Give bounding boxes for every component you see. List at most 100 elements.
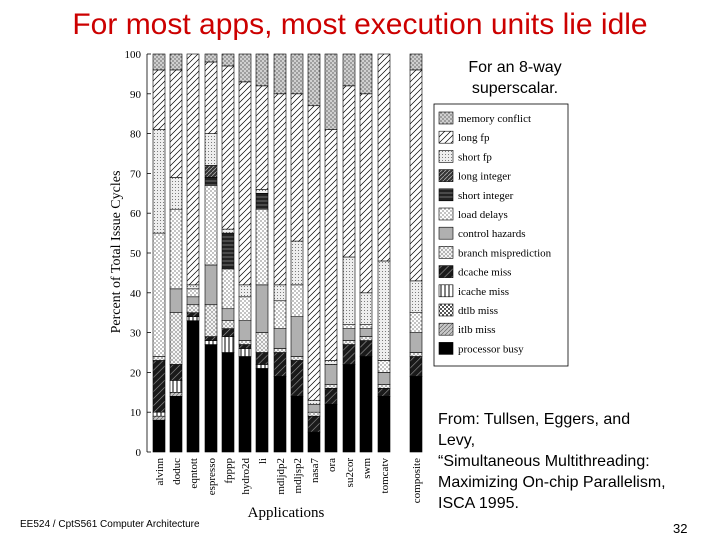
legend-label: long fp <box>458 132 490 144</box>
legend-item-dtlb-miss: dtlb miss <box>438 303 498 317</box>
segment-memory-conflict <box>359 53 373 95</box>
segment-dcache-miss <box>169 364 183 381</box>
segment-control-hazards <box>409 332 423 353</box>
segment-dcache-miss <box>238 344 252 349</box>
segment-long-fp <box>307 105 321 401</box>
segment-icache-miss <box>152 411 166 417</box>
x-tick-label: nasa7 <box>309 458 321 484</box>
segment-icache-miss <box>255 364 269 369</box>
segment-short-fp <box>273 284 287 302</box>
citation-line: Maximizing On-chip Parallelism, <box>438 474 666 491</box>
segment-load-delays <box>359 324 373 329</box>
segment-load-delays <box>273 300 287 329</box>
segment-branch-misprediction <box>307 411 321 417</box>
segment-short-fp <box>377 260 391 361</box>
segment-dcache-miss <box>324 388 338 405</box>
note-line: For an 8-way <box>468 59 562 76</box>
segment-memory-conflict <box>342 53 356 87</box>
segment-processor-busy <box>377 395 391 453</box>
segment-short-fp <box>169 177 183 210</box>
segment-load-delays <box>186 288 200 298</box>
segment-memory-conflict <box>221 53 235 67</box>
legend-item-control-hazards: control hazards <box>438 226 526 240</box>
segment-processor-busy <box>359 356 373 453</box>
segment-long-fp <box>359 93 373 294</box>
segment-memory-conflict <box>169 53 183 71</box>
segment-control-hazards <box>377 372 391 385</box>
y-tick-label: 60 <box>130 208 142 220</box>
segment-memory-conflict <box>152 53 166 71</box>
bar-doduc <box>169 53 183 453</box>
x-tick-label: fpppp <box>223 458 235 484</box>
y-tick-label: 50 <box>130 248 142 260</box>
segment-itlb-miss <box>169 391 183 397</box>
legend-label: dcache miss <box>458 267 511 279</box>
segment-long-fp <box>273 93 287 286</box>
bar-nasa7 <box>307 53 321 453</box>
course-footer: EE524 / CptS561 Computer Architecture <box>20 519 200 530</box>
segment-memory-conflict <box>204 53 218 63</box>
x-tick-label: tomcatv <box>379 458 391 494</box>
segment-branch-misprediction <box>204 304 218 337</box>
segment-branch-misprediction <box>359 336 373 341</box>
segment-processor-busy <box>307 431 321 453</box>
segment-long-integer <box>204 165 218 178</box>
bar-alvinn <box>152 53 166 453</box>
segment-icache-miss <box>221 336 235 353</box>
legend-swatch <box>438 265 454 278</box>
segment-processor-busy <box>186 320 200 453</box>
segment-branch-misprediction <box>221 320 235 329</box>
segment-short-integer <box>204 177 218 186</box>
citation-line: “Simultaneous Multithreading: <box>438 453 650 470</box>
segment-dcache-miss <box>255 352 269 365</box>
segment-short-fp <box>204 133 218 166</box>
legend-swatch <box>438 284 454 298</box>
segment-branch-misprediction <box>342 340 356 345</box>
x-tick-label: ora <box>326 458 338 472</box>
legend-item-itlb-miss: itlb miss <box>438 322 496 336</box>
segment-control-hazards <box>255 284 269 333</box>
legend-item-long-integer: long integer <box>438 169 511 183</box>
legend-label: itlb miss <box>458 324 496 336</box>
segment-long-fp <box>238 81 252 286</box>
segment-long-fp <box>342 85 356 258</box>
y-tick-label: 70 <box>130 168 142 180</box>
segment-short-fp <box>221 228 235 234</box>
segment-long-fp <box>204 61 218 134</box>
legend-item-icache-miss: icache miss <box>438 284 509 298</box>
segment-short-fp <box>409 280 423 313</box>
bar-hydro2d <box>238 53 252 453</box>
segment-long-fp <box>169 69 183 178</box>
x-tick-label: hydro2d <box>240 458 252 495</box>
y-tick-label: 0 <box>136 447 142 459</box>
segment-control-hazards <box>359 328 373 337</box>
segment-long-fp <box>152 69 166 130</box>
legend-item-dcache-miss: dcache miss <box>438 265 511 279</box>
segment-dcache-miss <box>186 312 200 317</box>
segment-memory-conflict <box>273 53 287 95</box>
segment-dcache-miss <box>221 328 235 337</box>
segment-dcache-miss <box>307 415 321 433</box>
legend-label: branch misprediction <box>458 247 552 259</box>
legend-label: short integer <box>458 190 514 202</box>
legend-label: long integer <box>458 171 511 183</box>
legend-item-short-integer: short integer <box>438 188 514 202</box>
segment-dcache-miss <box>409 356 423 377</box>
bar-mdljsp2 <box>290 53 304 453</box>
citation-line: From: Tullsen, Eggers, and <box>438 411 631 428</box>
legend-box <box>433 103 569 367</box>
segment-processor-busy <box>342 364 356 453</box>
legend-swatch <box>438 322 454 336</box>
legend-item-load-delays: load delays <box>438 207 508 221</box>
y-tick-label: 10 <box>130 407 142 419</box>
segment-short-fp <box>359 292 373 325</box>
segment-memory-conflict <box>238 53 252 83</box>
segment-short-integer <box>221 232 235 270</box>
bar-composite <box>409 53 423 453</box>
bar-li <box>255 53 269 453</box>
segment-load-delays <box>238 296 252 321</box>
segment-memory-conflict <box>307 53 321 107</box>
segment-branch-misprediction <box>186 304 200 313</box>
segment-dcache-miss <box>290 360 304 397</box>
